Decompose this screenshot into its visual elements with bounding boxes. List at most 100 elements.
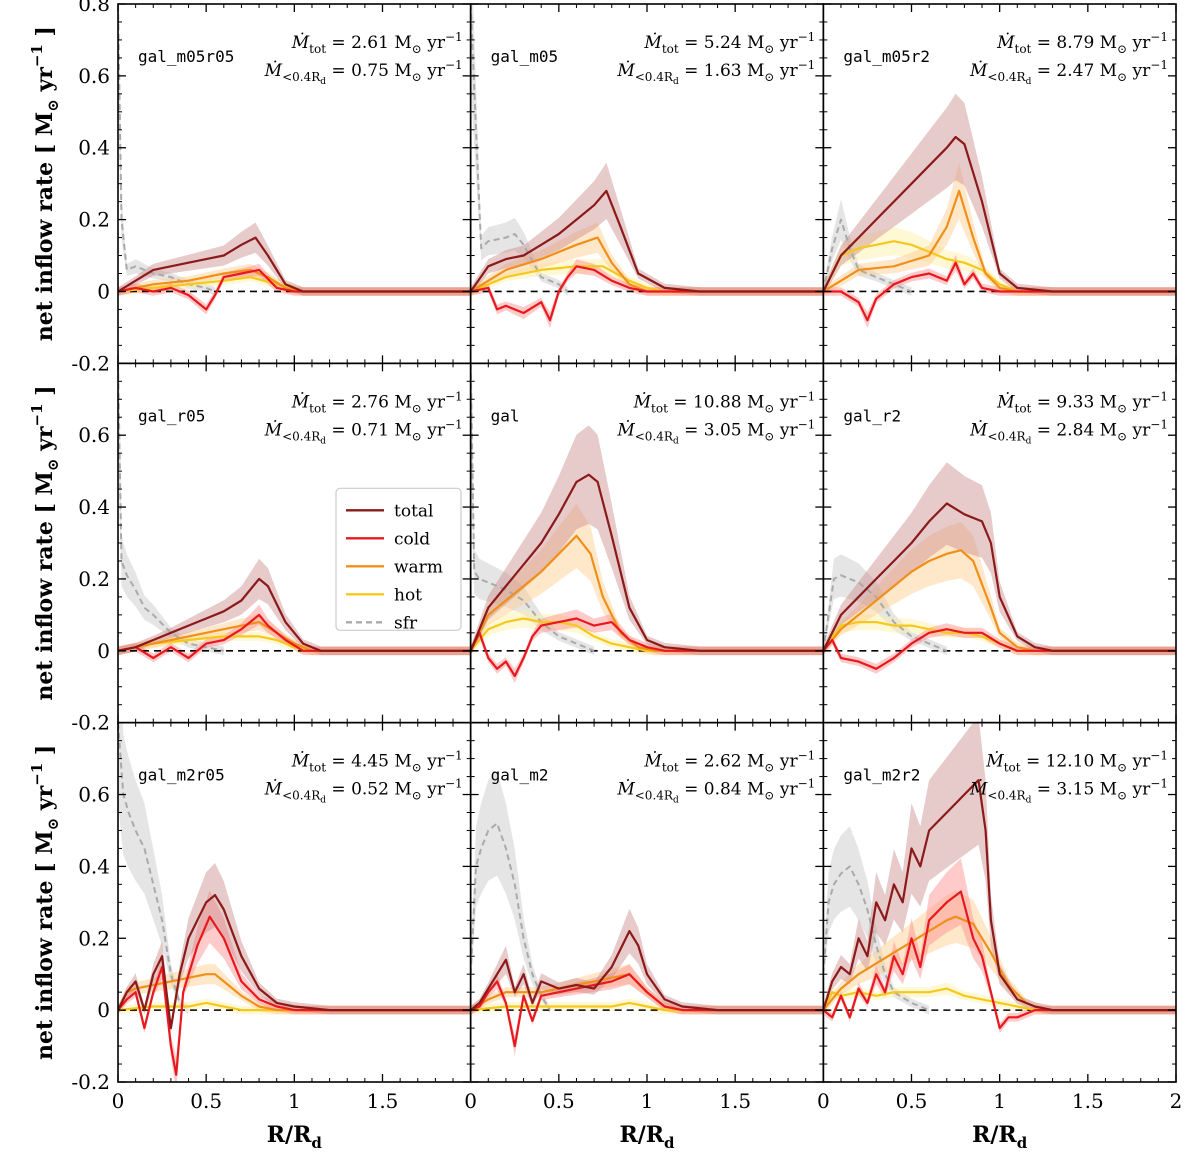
panel-label: gal — [491, 406, 520, 425]
y-tick-label: 0.6 — [78, 64, 110, 88]
cold-band — [823, 623, 1176, 674]
mdot-tot-annotation: Ṁtot = 2.61 M⊙ yr−1 — [291, 30, 463, 56]
panel-gal_m2r05: -0.200.20.40.60 0.5 1 1.5R/Rdgal_m2r05Ṁtot … — [28, 721, 472, 1152]
x-tick-label: 0 — [464, 1089, 477, 1113]
total-band — [470, 425, 824, 656]
y-axis-title: net inflow rate [ M⊙ yr−1 ] — [28, 745, 62, 1060]
x-tick-label: 1 — [641, 1089, 654, 1113]
total-line — [118, 894, 471, 1030]
plot-area — [470, 4, 824, 329]
panel-gal: gal Ṁtot = 10.88 M⊙ yr−1Ṁ<0.4Rd = 3.05 M⊙… — [469, 362, 825, 724]
panel-label: gal_r2 — [843, 406, 901, 425]
total-band — [118, 558, 471, 656]
mdot-inner-annotation: Ṁ<0.4Rd = 0.52 M⊙ yr−1 — [264, 777, 463, 806]
sfr-line — [823, 865, 930, 1012]
plot-area — [118, 722, 471, 1083]
y-tick-label: 0 — [97, 639, 110, 663]
hot-line — [823, 987, 1176, 1012]
hot-line — [823, 240, 1176, 293]
y-axis-title: net inflow rate [ M⊙ yr−1 ] — [28, 385, 62, 700]
y-tick-label: 0.2 — [78, 926, 110, 950]
warm-band — [118, 964, 471, 1015]
panel-gal_m05: gal_m05 Ṁtot = 5.24 M⊙ yr−1Ṁ<0.4Rd = 1.63… — [469, 3, 825, 365]
y-tick-label: 0.4 — [78, 495, 110, 519]
plot-area — [470, 363, 824, 683]
mdot-tot-annotation: Ṁtot = 5.24 M⊙ yr−1 — [643, 30, 815, 56]
warm-band — [823, 162, 1176, 296]
sfr-band — [470, 363, 595, 656]
warm-band — [470, 964, 824, 1015]
warm-band — [470, 503, 824, 656]
legend-label-cold: cold — [394, 529, 430, 549]
mdot-inner-annotation: Ṁ<0.4Rd = 3.05 M⊙ yr−1 — [616, 417, 815, 446]
panel-gal_m2: 0 0.5 1 1.5 R/Rd gal_m2 Ṁtot = 2.62 M⊙ yr−1Ṁ<0… — [464, 721, 825, 1152]
panel-label: gal_m05r05 — [138, 47, 234, 66]
x-tick-label: 1.5 — [367, 1089, 399, 1113]
sfr-line — [118, 4, 216, 293]
cold-line — [470, 973, 824, 1048]
sfr-band — [118, 722, 189, 1015]
x-tick-label: 1 — [288, 1089, 301, 1113]
x-tick-label: 1.5 — [1072, 1089, 1104, 1113]
cold-band — [118, 890, 471, 1083]
hot-band — [823, 982, 1176, 1015]
warm-line — [823, 189, 1176, 293]
panel-label: gal_m2r05 — [138, 766, 225, 785]
y-tick-label: 0 — [97, 279, 110, 303]
total-band — [823, 93, 1176, 296]
y-tick-label: 0.2 — [78, 208, 110, 232]
x-tick-label: 1 — [993, 1089, 1006, 1113]
plot-area — [118, 363, 471, 663]
mdot-inner-annotation: Ṁ<0.4Rd = 0.75 M⊙ yr−1 — [264, 58, 463, 87]
hot-band — [118, 272, 471, 296]
cold-line — [118, 613, 471, 660]
sfr-band — [823, 826, 930, 1015]
hot-line — [118, 1001, 471, 1012]
plot-area — [823, 462, 1176, 674]
warm-line — [823, 915, 1176, 1012]
sfr-band — [118, 363, 224, 656]
sfr-line — [118, 363, 225, 652]
total-band — [118, 222, 471, 296]
cold-line — [823, 628, 1176, 670]
panel-gal_m05r2: gal_m05r2 Ṁtot = 8.79 M⊙ yr−1Ṁ<0.4Rd = 2.… — [822, 3, 1177, 365]
x-tick-label: 1.5 — [719, 1089, 751, 1113]
panel-label: gal_m2r2 — [843, 766, 920, 785]
sfr-line — [470, 822, 551, 1011]
mdot-inner-annotation: Ṁ<0.4Rd = 1.63 M⊙ yr−1 — [616, 58, 815, 87]
mdot-tot-annotation: Ṁtot = 10.88 M⊙ yr−1 — [633, 389, 816, 415]
plot-area — [118, 4, 471, 315]
panel-label: gal_m05r2 — [843, 47, 930, 66]
y-tick-label: 0.4 — [78, 854, 110, 878]
x-tick-label: 2 — [1170, 1089, 1183, 1113]
mdot-inner-annotation: Ṁ<0.4Rd = 2.47 M⊙ yr−1 — [969, 58, 1168, 87]
mdot-tot-annotation: Ṁtot = 4.45 M⊙ yr−1 — [291, 749, 463, 775]
y-tick-label: 0 — [97, 998, 110, 1022]
warm-line — [118, 621, 471, 652]
mdot-tot-annotation: Ṁtot = 12.10 M⊙ yr−1 — [985, 749, 1168, 775]
panel-label: gal_m2 — [491, 766, 549, 785]
cold-line — [823, 890, 1176, 1030]
total-line — [470, 930, 824, 1012]
warm-line — [470, 534, 824, 652]
mdot-tot-annotation: Ṁtot = 9.33 M⊙ yr−1 — [996, 389, 1168, 415]
panel-gal_r05: -0.2 0 0.2 0.4 0.6 gal_r05 Ṁtot = 2.76 M⊙ yr−1… — [28, 362, 472, 735]
legend-label-hot: hot — [394, 585, 422, 605]
sfr-line — [823, 218, 912, 293]
warm-band — [823, 522, 1176, 656]
cold-band — [823, 858, 1176, 1034]
total-line — [823, 779, 1176, 1012]
y-tick-label: -0.2 — [71, 351, 110, 375]
y-tick-label: 0.4 — [78, 136, 110, 160]
plot-area — [823, 93, 1176, 329]
y-tick-label: 0.6 — [78, 423, 110, 447]
plot-area — [470, 771, 824, 1057]
x-axis-title: R/Rd — [972, 1122, 1028, 1152]
warm-line — [823, 549, 1176, 652]
mdot-tot-annotation: Ṁtot = 2.76 M⊙ yr−1 — [291, 389, 463, 415]
cold-line — [823, 261, 1176, 322]
mdot-tot-annotation: Ṁtot = 8.79 M⊙ yr−1 — [996, 30, 1168, 56]
x-axis-title: R/Rd — [267, 1122, 323, 1152]
x-tick-label: 0.5 — [896, 1089, 928, 1113]
